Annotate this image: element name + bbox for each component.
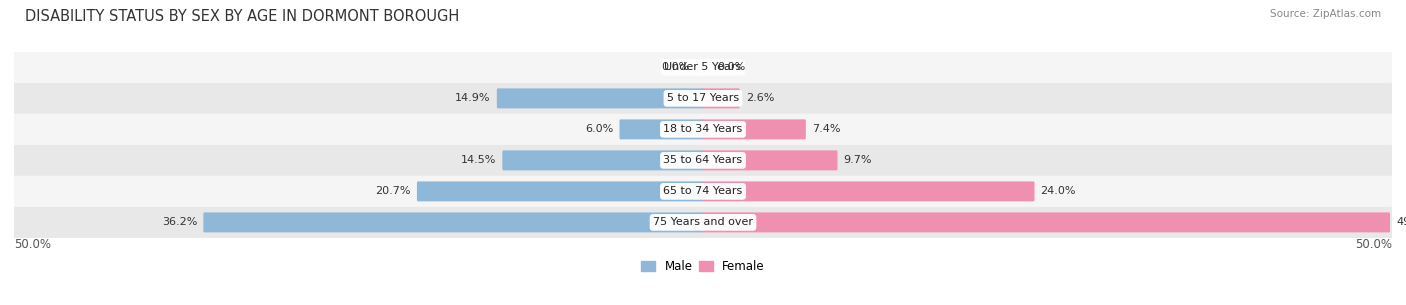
Text: 6.0%: 6.0% (585, 124, 613, 135)
Text: 18 to 34 Years: 18 to 34 Years (664, 124, 742, 135)
FancyBboxPatch shape (502, 150, 704, 170)
Text: 14.9%: 14.9% (456, 93, 491, 103)
Text: 14.5%: 14.5% (461, 155, 496, 165)
FancyBboxPatch shape (14, 207, 1392, 238)
Text: 65 to 74 Years: 65 to 74 Years (664, 186, 742, 196)
FancyBboxPatch shape (14, 176, 1392, 207)
Circle shape (700, 62, 706, 73)
FancyBboxPatch shape (204, 212, 704, 232)
Text: 2.6%: 2.6% (745, 93, 775, 103)
FancyBboxPatch shape (702, 181, 1035, 201)
Legend: Male, Female: Male, Female (641, 260, 765, 273)
Text: 50.0%: 50.0% (1355, 238, 1392, 251)
Text: 50.0%: 50.0% (14, 238, 51, 251)
FancyBboxPatch shape (14, 145, 1392, 176)
FancyBboxPatch shape (702, 119, 806, 139)
Text: Source: ZipAtlas.com: Source: ZipAtlas.com (1270, 9, 1381, 19)
Text: 75 Years and over: 75 Years and over (652, 217, 754, 228)
FancyBboxPatch shape (702, 88, 740, 108)
Text: DISABILITY STATUS BY SEX BY AGE IN DORMONT BOROUGH: DISABILITY STATUS BY SEX BY AGE IN DORMO… (25, 9, 460, 24)
Text: 5 to 17 Years: 5 to 17 Years (666, 93, 740, 103)
Text: 7.4%: 7.4% (811, 124, 841, 135)
FancyBboxPatch shape (702, 212, 1391, 232)
Text: 36.2%: 36.2% (162, 217, 197, 228)
Circle shape (700, 62, 706, 73)
Text: Under 5 Years: Under 5 Years (665, 62, 741, 72)
FancyBboxPatch shape (702, 150, 838, 170)
Text: 35 to 64 Years: 35 to 64 Years (664, 155, 742, 165)
FancyBboxPatch shape (418, 181, 704, 201)
Text: 24.0%: 24.0% (1040, 186, 1076, 196)
Text: 9.7%: 9.7% (844, 155, 872, 165)
Text: 20.7%: 20.7% (375, 186, 411, 196)
Text: 49.8%: 49.8% (1396, 217, 1406, 228)
FancyBboxPatch shape (14, 52, 1392, 83)
FancyBboxPatch shape (496, 88, 704, 108)
FancyBboxPatch shape (14, 114, 1392, 145)
Text: 0.0%: 0.0% (717, 62, 745, 72)
FancyBboxPatch shape (620, 119, 704, 139)
Text: 0.0%: 0.0% (661, 62, 689, 72)
FancyBboxPatch shape (14, 83, 1392, 114)
